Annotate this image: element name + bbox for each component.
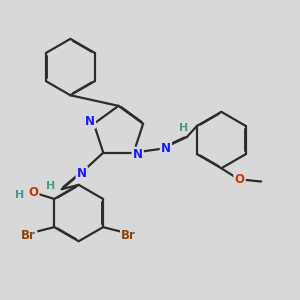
Text: N: N bbox=[85, 115, 95, 128]
Text: N: N bbox=[133, 148, 143, 161]
Text: O: O bbox=[28, 187, 38, 200]
Text: Br: Br bbox=[21, 229, 36, 242]
Text: H: H bbox=[46, 181, 55, 191]
Text: N: N bbox=[161, 142, 171, 155]
Text: H: H bbox=[179, 123, 188, 133]
Text: O: O bbox=[235, 173, 244, 186]
Text: H: H bbox=[15, 190, 25, 200]
Text: N: N bbox=[77, 167, 87, 180]
Text: Br: Br bbox=[121, 229, 136, 242]
